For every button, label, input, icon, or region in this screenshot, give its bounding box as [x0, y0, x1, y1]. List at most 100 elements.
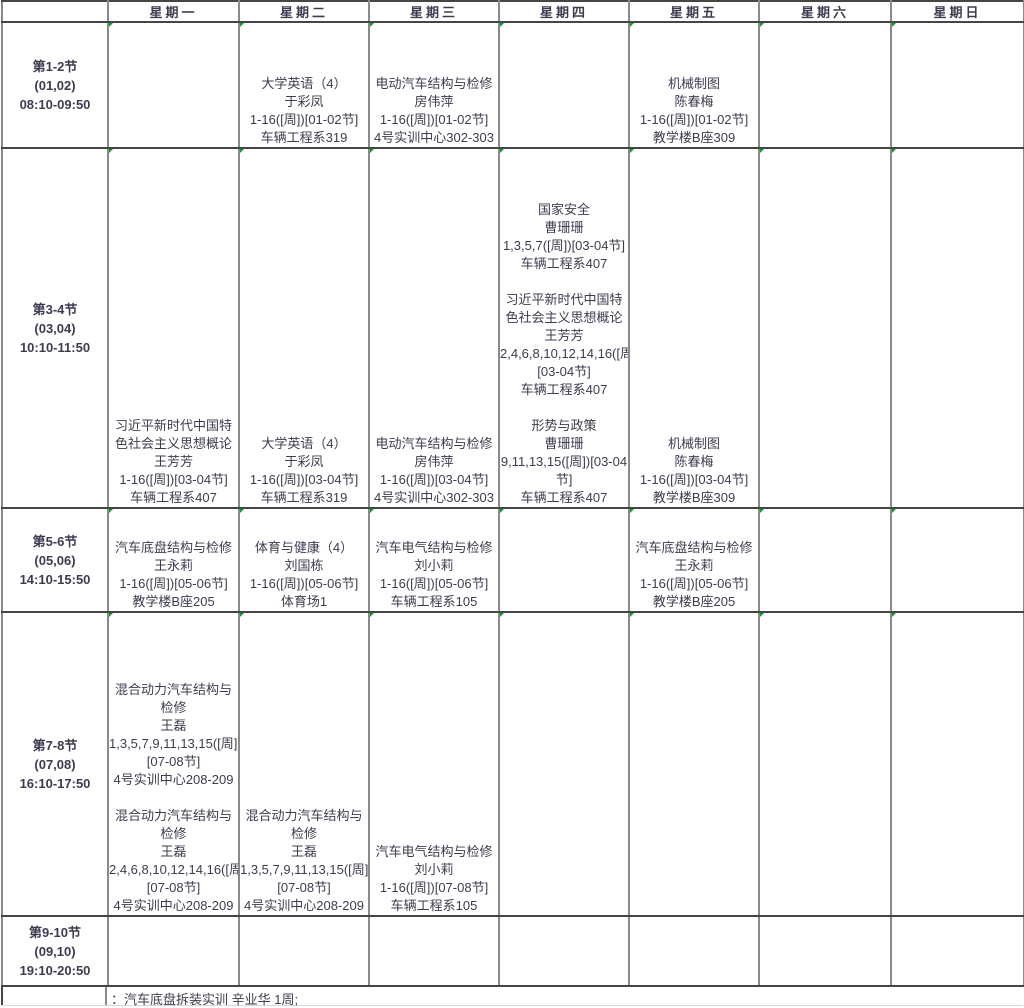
course-weeks: 1-16([周])[05-06节] [249, 576, 359, 591]
cell-r5-tue [238, 915, 370, 987]
cell-corner-marker-icon [501, 510, 504, 513]
cell-r4-fri [628, 611, 760, 917]
course-room: 车辆工程系407 [520, 490, 608, 505]
course-block: 形势与政策 曹珊珊 9,11,13,15([周])[03-04节] 车辆工程系4… [501, 417, 627, 506]
cell-corner-marker-icon [893, 24, 896, 27]
period-label-2: 第3-4节 (03,04) 10:10-11:50 [1, 147, 109, 509]
cell-corner-marker-icon [893, 510, 896, 513]
period-codes: (05,06) [34, 552, 76, 568]
course-name: 汽车电气结构与检修 [375, 540, 493, 555]
course-name: 电动汽车结构与检修 [375, 76, 493, 91]
cell-corner-marker-icon [501, 614, 504, 617]
cell-r1-tue: 大学英语（4） 于彩凤 1-16([周])[01-02节] 车辆工程系319 [238, 21, 370, 149]
period-name: 第9-10节 [28, 924, 82, 940]
course-name: 机械制图 [667, 436, 720, 451]
cell-r5-thu [498, 915, 630, 987]
course-name: 大学英语（4） [261, 76, 347, 91]
period-time: 08:10-09:50 [19, 96, 91, 112]
cell-r3-thu [498, 507, 630, 613]
day-header-tue: 星期二 [238, 0, 370, 23]
cell-r4-wed: 汽车电气结构与检修 刘小莉 1-16([周])[07-08节] 车辆工程系105 [368, 611, 500, 917]
course-block: 混合动力汽车结构与检修 王磊 1,3,5,7,9,11,13,15([周])[0… [241, 807, 367, 914]
course-teacher: 王磊 [160, 718, 187, 733]
cell-corner-marker-icon [110, 510, 113, 513]
course-block: 大学英语（4） 于彩凤 1-16([周])[01-02节] 车辆工程系319 [241, 75, 367, 146]
course-teacher: 陈春梅 [674, 94, 714, 109]
course-name: 国家安全 [537, 202, 590, 217]
period-label-5: 第9-10节 (09,10) 19:10-20:50 [1, 915, 109, 987]
course-block: 体育与健康（4） 刘国栋 1-16([周])[05-06节] 体育场1 [241, 539, 367, 610]
course-room: 4号实训中心208-209 [113, 772, 234, 787]
course-name: 汽车底盘结构与检修 [114, 540, 232, 555]
cell-r3-sat [758, 507, 892, 613]
period-time: 19:10-20:50 [19, 962, 91, 978]
course-room: 车辆工程系407 [130, 490, 217, 505]
header-row: 星期一 星期二 星期三 星期四 星期五 星期六 星期日 [1, 0, 1024, 23]
course-name: 混合动力汽车结构与检修 [114, 682, 232, 715]
cell-corner-marker-icon [631, 614, 634, 617]
course-room: 教学楼B座309 [652, 490, 736, 505]
cell-r1-sun [890, 21, 1024, 149]
course-teacher: 陈春梅 [674, 454, 714, 469]
period-row-4: 第7-8节 (07,08) 16:10-17:50 混合动力汽车结构与检修 王磊… [1, 611, 1024, 917]
cell-r2-sun [890, 147, 1024, 509]
cell-r4-sat [758, 611, 892, 917]
course-weeks: 1-16([周])[03-04节] [249, 472, 359, 487]
day-header-sun: 星期日 [890, 0, 1024, 23]
course-block: 汽车底盘结构与检修 王永莉 1-16([周])[05-06节] 教学楼B座205 [110, 539, 237, 610]
course-name: 大学英语（4） [261, 436, 347, 451]
course-room: 4号实训中心208-209 [113, 898, 234, 913]
cell-corner-marker-icon [110, 614, 113, 617]
cell-corner-marker-icon [241, 150, 244, 153]
course-room: 4号实训中心302-303 [374, 130, 494, 145]
cell-corner-marker-icon [241, 510, 244, 513]
cell-r1-fri: 机械制图 陈春梅 1-16([周])[01-02节] 教学楼B座309 [628, 21, 760, 149]
course-name: 体育与健康（4） [254, 540, 354, 555]
course-room: 车辆工程系319 [260, 490, 348, 505]
cell-corner-marker-icon [761, 24, 764, 27]
period-codes: (09,10) [34, 943, 76, 959]
cell-r4-sun [890, 611, 1024, 917]
corner-header-cell [1, 0, 109, 23]
cell-r3-mon: 汽车底盘结构与检修 王永莉 1-16([周])[05-06节] 教学楼B座205 [107, 507, 240, 613]
footnote-stub-cell [1, 987, 107, 1005]
course-weeks: 1-16([周])[03-04节] [639, 472, 749, 487]
course-room: 车辆工程系105 [390, 594, 478, 609]
course-weeks: 1-16([周])[07-08节] [379, 880, 489, 895]
period-row-5: 第9-10节 (09,10) 19:10-20:50 [1, 915, 1024, 987]
course-block: 国家安全 曹珊珊 1,3,5,7([周])[03-04节] 车辆工程系407 [501, 201, 627, 273]
cell-corner-marker-icon [761, 150, 764, 153]
course-block: 大学英语（4） 于彩凤 1-16([周])[03-04节] 车辆工程系319 [241, 435, 367, 506]
period-row-2: 第3-4节 (03,04) 10:10-11:50 习近平新时代中国特色社会主义… [1, 147, 1024, 509]
course-weeks: 1-16([周])[01-02节] [249, 112, 359, 127]
course-block: 混合动力汽车结构与检修 王磊 2,4,6,8,10,12,14,16([周])[… [110, 807, 237, 914]
course-weeks: 1-16([周])[01-02节] [379, 112, 489, 127]
period-name: 第5-6节 [32, 533, 78, 549]
course-block: 汽车电气结构与检修 刘小莉 1-16([周])[05-06节] 车辆工程系105 [371, 539, 497, 610]
cell-corner-marker-icon [501, 24, 504, 27]
day-header-thu: 星期四 [498, 0, 630, 23]
period-codes: (01,02) [34, 77, 76, 93]
cell-corner-marker-icon [631, 510, 634, 513]
course-name: 习近平新时代中国特色社会主义思想概论 [505, 292, 623, 325]
course-teacher: 王磊 [290, 844, 317, 859]
course-name: 混合动力汽车结构与检修 [245, 808, 363, 841]
course-teacher: 王芳芳 [544, 328, 584, 343]
course-room: 体育场1 [280, 594, 328, 609]
day-header-mon: 星期一 [107, 0, 240, 23]
course-teacher: 房伟萍 [414, 94, 454, 109]
course-teacher: 王永莉 [153, 558, 193, 573]
cell-r2-thu: 国家安全 曹珊珊 1,3,5,7([周])[03-04节] 车辆工程系407 习… [498, 147, 630, 509]
period-time: 10:10-11:50 [19, 339, 91, 355]
cell-r1-wed: 电动汽车结构与检修 房伟萍 1-16([周])[01-02节] 4号实训中心30… [368, 21, 500, 149]
cell-r1-mon [107, 21, 240, 149]
course-teacher: 刘国栋 [284, 558, 324, 573]
period-codes: (07,08) [34, 756, 76, 772]
course-teacher: 刘小莉 [414, 862, 454, 877]
course-name: 汽车电气结构与检修 [375, 844, 493, 859]
course-name: 混合动力汽车结构与检修 [114, 808, 232, 841]
course-weeks: 1-16([周])[03-04节] [379, 472, 489, 487]
cell-corner-marker-icon [110, 24, 113, 27]
course-name: 电动汽车结构与检修 [375, 436, 493, 451]
